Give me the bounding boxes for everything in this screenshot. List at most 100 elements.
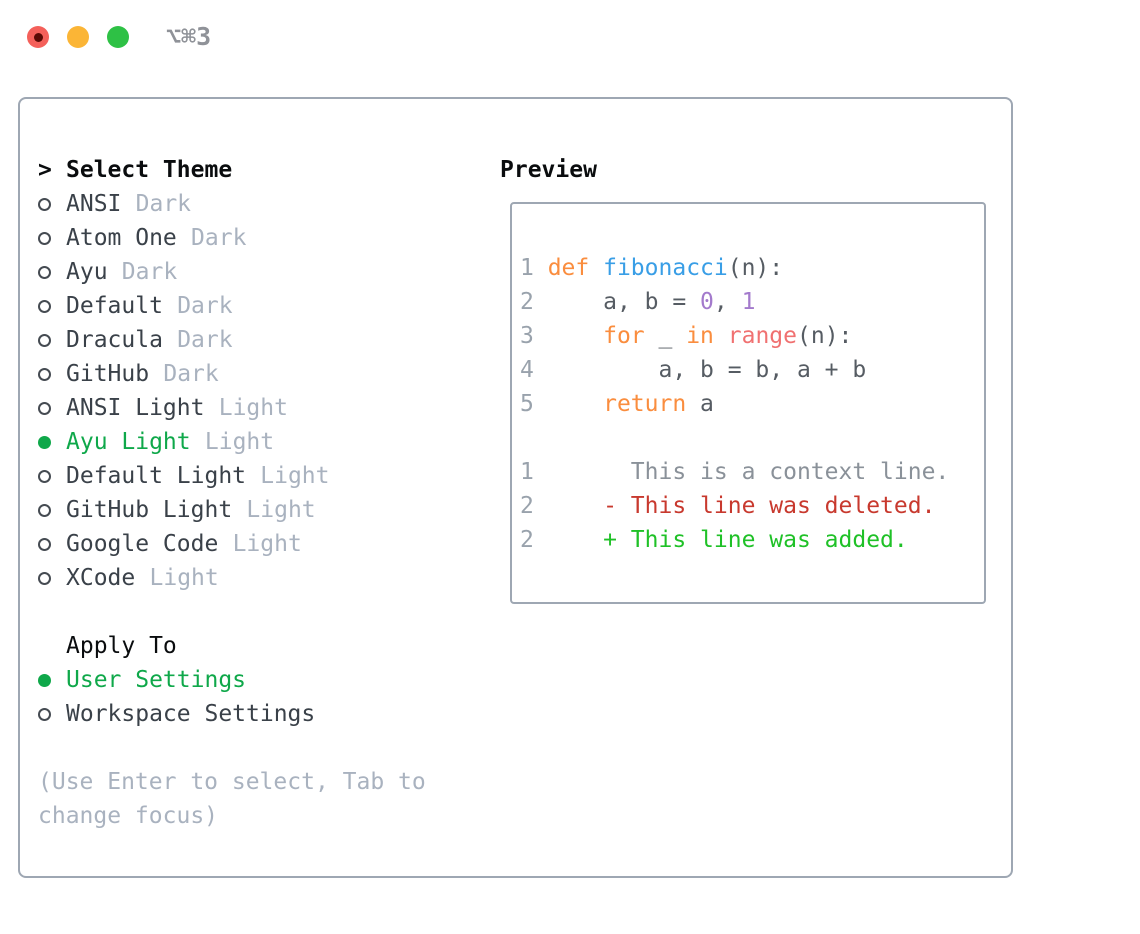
code-line: 3 for _ in range(n): (520, 319, 984, 353)
code-segment-fn: fibonacci (603, 255, 728, 281)
radio-unselected-icon (38, 367, 51, 381)
radio-bullet (38, 673, 66, 687)
code-segment-code (589, 255, 603, 281)
apply-to-label: Apply To (66, 633, 177, 659)
theme-variant-label: Light (260, 463, 330, 489)
code-segment-code (714, 323, 728, 349)
code-segment-kw: return (603, 391, 687, 417)
theme-variant-label: Dark (135, 191, 192, 217)
theme-option-xcode[interactable]: XCode Light (38, 561, 478, 595)
code-segment-ln: 5 (520, 391, 534, 417)
code-segment-kw: for (603, 323, 645, 349)
theme-option-ansi-light[interactable]: ANSI Light Light (38, 391, 478, 425)
code-line: 5 return a (520, 387, 984, 421)
code-segment-call: range (727, 323, 798, 349)
theme-variant-label: Dark (163, 361, 219, 387)
window-title: ⌥⌘3 (166, 22, 212, 51)
radio-unselected-icon (38, 503, 51, 517)
radio-bullet (38, 333, 66, 347)
theme-option-label: Google Code (66, 531, 219, 557)
theme-option-label: Ayu (66, 259, 108, 285)
code-segment-code: a (686, 391, 714, 417)
code-segment-del: - This line was deleted. (533, 493, 936, 519)
theme-option-label: Atom One (66, 225, 177, 251)
theme-option-default[interactable]: Default Dark (38, 289, 478, 323)
theme-picker-panel: > Select Theme ANSI Dark Atom One Dark Ayu Da… (18, 97, 1013, 878)
radio-selected-icon (38, 435, 51, 449)
code-segment-num: 0 (700, 289, 714, 315)
theme-option-atom-one[interactable]: Atom One Dark (38, 221, 478, 255)
theme-option-default-light[interactable]: Default Light Light (38, 459, 478, 493)
theme-option-label: GitHub (66, 361, 150, 387)
theme-option-label: Default Light (66, 463, 247, 489)
code-line: 4 a, b = b, a + b (520, 353, 984, 387)
radio-bullet (38, 707, 66, 721)
radio-bullet (38, 197, 66, 211)
preview-label: Preview (500, 157, 597, 183)
code-segment-code: a, b = b, a + b (533, 357, 867, 383)
radio-bullet (38, 469, 66, 483)
radio-unselected-icon (38, 197, 51, 211)
code-line: 1 This is a context line. (520, 455, 984, 489)
theme-variant-label: Light (232, 531, 302, 557)
theme-option-ayu[interactable]: Ayu Dark (38, 255, 478, 289)
apply-option-workspace-settings[interactable]: Workspace Settings (38, 697, 478, 731)
radio-bullet (38, 537, 66, 551)
code-segment-ln: 4 (520, 357, 534, 383)
radio-unselected-icon (38, 469, 51, 483)
theme-option-dracula[interactable]: Dracula Dark (38, 323, 478, 357)
code-segment-num: 1 (741, 289, 756, 315)
theme-option-label: Ayu Light (66, 429, 191, 455)
radio-unselected-icon (38, 537, 51, 551)
theme-variant-label: Dark (121, 259, 178, 285)
theme-option-github-light[interactable]: GitHub Light Light (38, 493, 478, 527)
theme-list: ANSI Dark Atom One Dark Ayu Dark Default Dark Dr… (38, 187, 478, 595)
code-segment-ln: 1 (520, 255, 548, 281)
spacer (38, 595, 478, 629)
code-segment-code: _ (644, 323, 687, 349)
theme-option-label: ANSI Light (66, 395, 205, 421)
theme-variant-label: Light (218, 395, 288, 421)
code-line: 2 - This line was deleted. (520, 489, 984, 523)
radio-unselected-icon (38, 265, 51, 279)
radio-bullet (38, 299, 66, 313)
code-segment-ln: 1 (520, 459, 534, 485)
code-line: 1 def fibonacci(n): (520, 251, 984, 285)
select-theme-header: > Select Theme (38, 153, 478, 187)
theme-option-label: Dracula (66, 327, 163, 353)
select-theme-label: Select Theme (66, 157, 233, 183)
code-segment-code: (n): (727, 255, 784, 281)
zoom-button[interactable] (107, 26, 129, 48)
apply-to-list: User Settings Workspace Settings (38, 663, 478, 731)
theme-option-label: ANSI (66, 191, 122, 217)
code-segment-code (534, 323, 603, 349)
code-segment-add: + This line was added. (533, 527, 908, 553)
hint-text: (Use Enter to select, Tab to change focu… (38, 769, 426, 829)
theme-option-ayu-light[interactable]: Ayu Light Light (38, 425, 478, 459)
apply-option-user-settings[interactable]: User Settings (38, 663, 478, 697)
code-line: 2 + This line was added. (520, 523, 984, 557)
theme-option-ansi[interactable]: ANSI Dark (38, 187, 478, 221)
code-segment-kw: in (686, 323, 714, 349)
radio-unselected-icon (38, 333, 51, 347)
theme-variant-label: Dark (177, 293, 233, 319)
radio-unselected-icon (38, 571, 51, 585)
theme-option-github[interactable]: GitHub Dark (38, 357, 478, 391)
theme-variant-label: Light (204, 429, 275, 455)
code-segment-ctx: This is a context line. (533, 459, 950, 485)
theme-option-label: XCode (66, 565, 136, 591)
spacer (38, 731, 478, 765)
theme-column: > Select Theme ANSI Dark Atom One Dark Ayu Da… (38, 153, 478, 833)
theme-variant-label: Light (246, 497, 316, 523)
code-segment-code: , (713, 289, 742, 315)
radio-selected-icon (38, 673, 51, 687)
radio-bullet (38, 435, 66, 449)
theme-option-google-code[interactable]: Google Code Light (38, 527, 478, 561)
minimize-button[interactable] (67, 26, 89, 48)
radio-unselected-icon (38, 401, 51, 415)
radio-bullet (38, 401, 66, 415)
close-button[interactable] (27, 26, 49, 48)
code-segment-code: a, b = (533, 289, 701, 315)
